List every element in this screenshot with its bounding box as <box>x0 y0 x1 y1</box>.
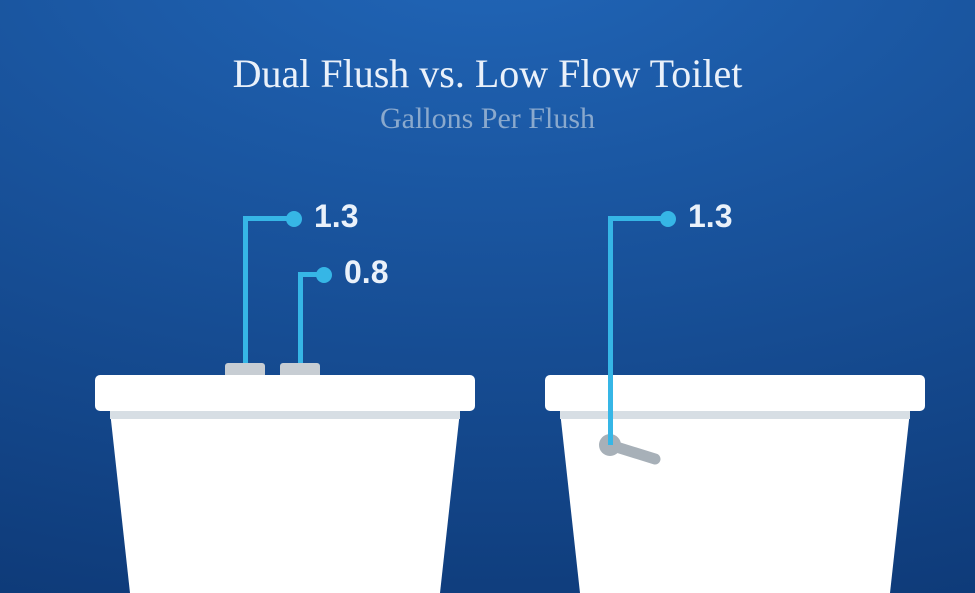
dual-flush-lid <box>95 375 475 411</box>
dual-flush-half-callout-line-vertical <box>298 272 303 363</box>
dual-flush-full-button <box>225 363 265 375</box>
low-flow-callout-value: 1.3 <box>688 198 732 235</box>
title: Dual Flush vs. Low Flow Toilet <box>0 50 975 97</box>
low-flow-callout-line-horizontal <box>608 216 669 221</box>
dual-flush-half-button <box>280 363 320 375</box>
dual-flush-half-callout-value: 0.8 <box>344 254 388 291</box>
dual-flush-tank <box>110 411 460 593</box>
low-flow-callout-line-vertical <box>608 216 613 445</box>
dual-flush-full-callout-value: 1.3 <box>314 198 358 235</box>
dual-flush-full-callout-dot <box>286 211 302 227</box>
dual-flush-full-callout-line-vertical <box>243 216 248 363</box>
low-flow-lid <box>545 375 925 411</box>
subtitle: Gallons Per Flush <box>0 102 975 136</box>
dual-flush-half-callout-dot <box>316 267 332 283</box>
low-flow-callout-dot <box>660 211 676 227</box>
